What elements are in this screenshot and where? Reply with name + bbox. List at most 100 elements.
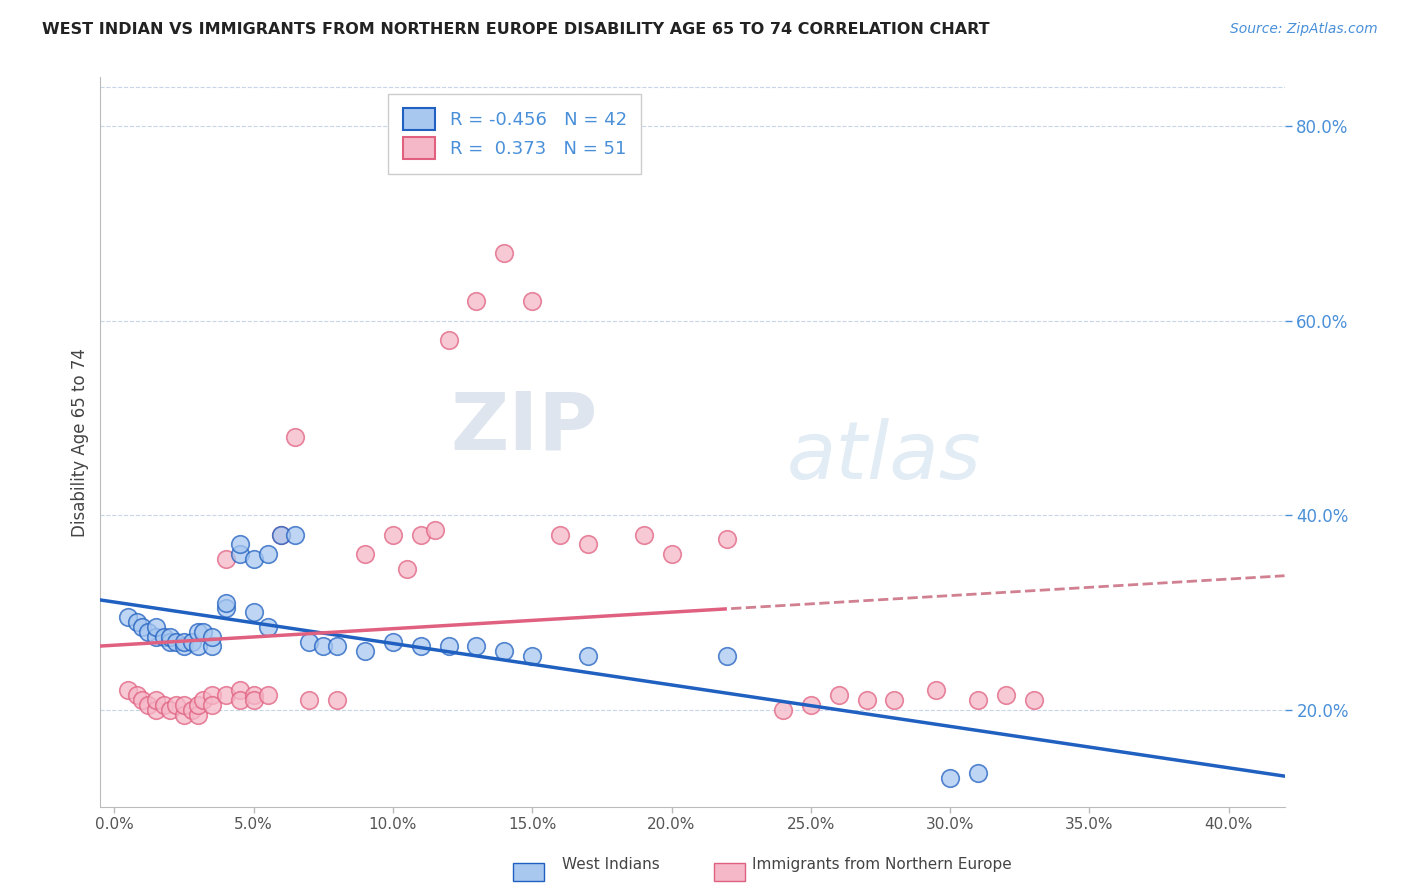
Point [465, 294, 488, 309]
Point [193, 624, 215, 639]
Point [423, 523, 446, 537]
Point [125, 688, 148, 702]
Text: Source: ZipAtlas.com: Source: ZipAtlas.com [1230, 22, 1378, 37]
Point [201, 698, 224, 712]
Point [187, 624, 209, 639]
Point [136, 624, 159, 639]
Point [201, 688, 224, 702]
Point [716, 649, 738, 664]
Point [145, 703, 167, 717]
Point [145, 693, 167, 707]
Text: West Indians: West Indians [562, 857, 661, 872]
Point [967, 693, 990, 707]
Point [298, 634, 321, 648]
Point [228, 683, 250, 698]
Point [125, 615, 148, 629]
Y-axis label: Disability Age 65 to 74: Disability Age 65 to 74 [72, 348, 89, 537]
Point [242, 606, 264, 620]
Point [215, 552, 238, 566]
Point [215, 688, 238, 702]
Point [131, 693, 153, 707]
Point [117, 610, 139, 624]
Point [326, 693, 349, 707]
Point [117, 683, 139, 698]
Point [181, 634, 204, 648]
Point [326, 640, 349, 654]
Point [395, 562, 418, 576]
Point [800, 698, 823, 712]
Point [437, 333, 460, 347]
Point [136, 698, 159, 712]
Point [256, 547, 278, 561]
Point [131, 620, 153, 634]
Point [159, 630, 181, 644]
Point [576, 649, 599, 664]
Point [145, 630, 167, 644]
Point [548, 527, 571, 541]
Point [228, 693, 250, 707]
Point [165, 698, 187, 712]
Point [159, 634, 181, 648]
Point [201, 630, 224, 644]
Point [354, 547, 377, 561]
Point [270, 527, 292, 541]
Text: ZIP: ZIP [450, 389, 598, 467]
Point [883, 693, 905, 707]
Point [256, 688, 278, 702]
Text: WEST INDIAN VS IMMIGRANTS FROM NORTHERN EUROPE DISABILITY AGE 65 TO 74 CORRELATI: WEST INDIAN VS IMMIGRANTS FROM NORTHERN … [42, 22, 990, 37]
Point [270, 527, 292, 541]
Point [201, 640, 224, 654]
Point [242, 552, 264, 566]
Point [465, 640, 488, 654]
Point [256, 620, 278, 634]
Point [925, 683, 948, 698]
Point [187, 707, 209, 722]
Point [193, 693, 215, 707]
Point [173, 634, 195, 648]
Point [153, 630, 176, 644]
Point [215, 600, 238, 615]
Point [494, 644, 516, 658]
Point [437, 640, 460, 654]
Point [187, 698, 209, 712]
Point [855, 693, 877, 707]
Point [165, 634, 187, 648]
Point [228, 537, 250, 551]
Point [967, 766, 990, 780]
Point [145, 620, 167, 634]
Point [522, 649, 544, 664]
Point [381, 634, 404, 648]
Point [242, 693, 264, 707]
Point [522, 294, 544, 309]
Point [153, 698, 176, 712]
Point [633, 527, 655, 541]
Point [661, 547, 683, 561]
Text: atlas: atlas [787, 417, 981, 496]
Point [228, 547, 250, 561]
Point [181, 703, 204, 717]
Point [994, 688, 1017, 702]
Point [409, 527, 432, 541]
Point [494, 245, 516, 260]
Point [576, 537, 599, 551]
Point [242, 688, 264, 702]
Legend: R = -0.456   N = 42, R =  0.373   N = 51: R = -0.456 N = 42, R = 0.373 N = 51 [388, 94, 641, 174]
Point [159, 703, 181, 717]
Point [173, 640, 195, 654]
Point [716, 533, 738, 547]
Point [284, 527, 307, 541]
Point [939, 771, 962, 785]
Point [312, 640, 335, 654]
Text: Immigrants from Northern Europe: Immigrants from Northern Europe [752, 857, 1012, 872]
Point [284, 430, 307, 444]
Point [187, 640, 209, 654]
Point [215, 596, 238, 610]
Point [409, 640, 432, 654]
Point [298, 693, 321, 707]
Point [1022, 693, 1045, 707]
Point [173, 707, 195, 722]
Point [381, 527, 404, 541]
Point [772, 703, 794, 717]
Point [354, 644, 377, 658]
Point [173, 698, 195, 712]
